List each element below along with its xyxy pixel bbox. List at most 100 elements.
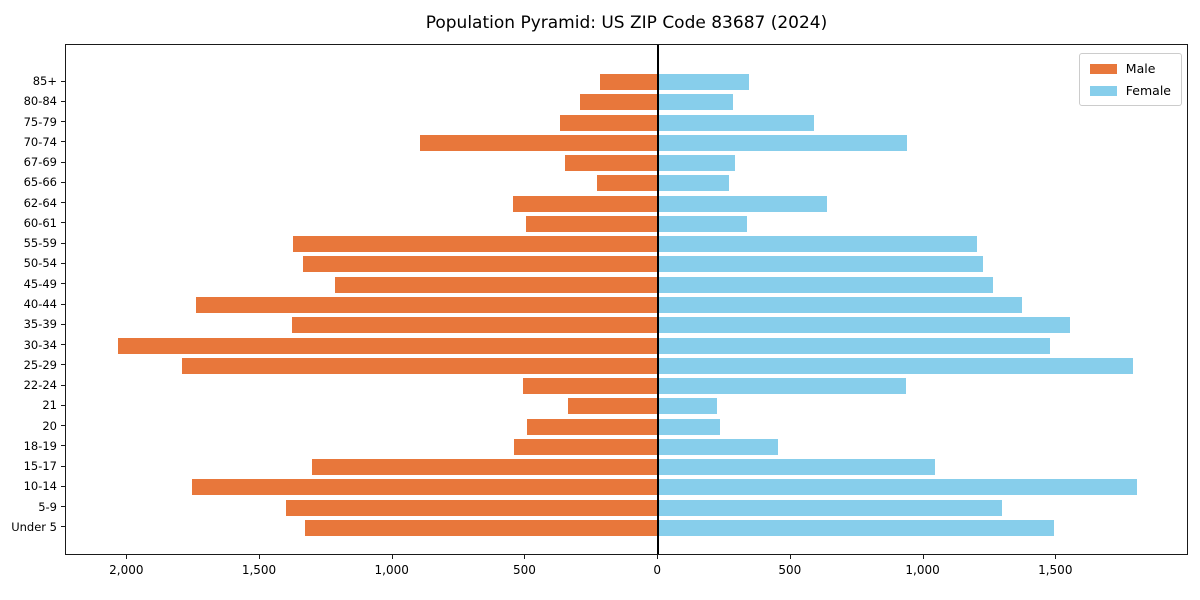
bar-female-45-49 bbox=[658, 276, 993, 293]
y-tick-25-29 bbox=[61, 364, 65, 366]
bar-male-10-14 bbox=[192, 479, 659, 496]
y-tick-60-61 bbox=[61, 222, 65, 224]
y-axis-label-45-49: 45-49 bbox=[23, 276, 57, 291]
bar-male-55-59 bbox=[292, 236, 659, 253]
y-axis-label-22-24: 22-24 bbox=[23, 378, 57, 393]
x-tick-1,500 bbox=[1055, 555, 1057, 559]
y-tick-55-59 bbox=[61, 242, 65, 244]
bar-female-85+ bbox=[658, 74, 749, 91]
x-tick-label-2,000: 2,000 bbox=[109, 563, 144, 577]
y-axis-label-67-69: 67-69 bbox=[23, 155, 57, 170]
y-axis-label-65-66: 65-66 bbox=[23, 175, 57, 190]
bar-female-80-84 bbox=[658, 94, 733, 111]
bar-male-21 bbox=[567, 398, 659, 415]
bar-male-35-39 bbox=[292, 317, 659, 334]
bar-female-50-54 bbox=[658, 256, 984, 273]
bar-female-Under 5 bbox=[658, 519, 1054, 536]
y-tick-40-44 bbox=[61, 303, 65, 305]
y-tick-50-54 bbox=[61, 262, 65, 264]
bar-male-20 bbox=[526, 418, 659, 435]
x-tick-label-0: 0 bbox=[653, 563, 661, 577]
x-tick-label-1,000: 1,000 bbox=[374, 563, 409, 577]
y-tick-5-9 bbox=[61, 506, 65, 508]
legend-item-female: Female bbox=[1089, 83, 1171, 98]
x-tick-1,000 bbox=[922, 555, 924, 559]
legend: Male Female bbox=[1078, 53, 1182, 106]
y-axis-label-80-84: 80-84 bbox=[23, 94, 57, 109]
y-tick-Under 5 bbox=[61, 526, 65, 528]
bar-male-25-29 bbox=[181, 357, 659, 374]
male-swatch-icon bbox=[1089, 63, 1117, 74]
y-tick-85+ bbox=[61, 80, 65, 82]
chart-title: Population Pyramid: US ZIP Code 83687 (2… bbox=[425, 13, 828, 33]
bar-male-50-54 bbox=[303, 256, 659, 273]
plot-area: Male Female bbox=[65, 44, 1188, 555]
y-tick-80-84 bbox=[61, 100, 65, 102]
bar-female-18-19 bbox=[658, 438, 778, 455]
y-tick-65-66 bbox=[61, 181, 65, 183]
x-tick-label-500: 500 bbox=[778, 563, 802, 577]
y-axis-label-30-34: 30-34 bbox=[23, 337, 57, 352]
x-tick-label-1,500: 1,500 bbox=[241, 563, 277, 577]
bar-female-60-61 bbox=[658, 215, 747, 232]
y-axis-label-21: 21 bbox=[42, 398, 57, 413]
y-axis-label-10-14: 10-14 bbox=[23, 479, 57, 494]
y-axis-label-5-9: 5-9 bbox=[38, 499, 57, 514]
y-axis-label-85+: 85+ bbox=[32, 74, 57, 89]
y-tick-18-19 bbox=[61, 445, 65, 447]
y-tick-70-74 bbox=[61, 141, 65, 143]
y-tick-67-69 bbox=[61, 161, 65, 163]
bar-female-22-24 bbox=[658, 378, 907, 395]
bar-male-40-44 bbox=[195, 297, 659, 313]
bar-female-5-9 bbox=[658, 499, 1002, 516]
bar-female-10-14 bbox=[658, 479, 1137, 496]
bar-female-21 bbox=[658, 398, 717, 415]
y-axis-label-55-59: 55-59 bbox=[23, 236, 57, 251]
y-axis-label-70-74: 70-74 bbox=[23, 134, 57, 149]
bar-male-5-9 bbox=[285, 499, 659, 516]
bar-male-67-69 bbox=[564, 155, 659, 172]
y-axis-label-75-79: 75-79 bbox=[23, 114, 57, 129]
bar-male-65-66 bbox=[596, 175, 659, 192]
bar-male-22-24 bbox=[523, 378, 659, 395]
bar-male-80-84 bbox=[580, 94, 659, 111]
x-tick-label-1,500: 1,500 bbox=[1038, 563, 1073, 577]
y-axis-label-35-39: 35-39 bbox=[23, 317, 57, 332]
y-tick-30-34 bbox=[61, 344, 65, 346]
bar-female-70-74 bbox=[658, 134, 907, 151]
female-swatch-icon bbox=[1089, 85, 1117, 96]
legend-female-label: Female bbox=[1125, 83, 1171, 98]
y-axis-label-60-61: 60-61 bbox=[23, 215, 57, 230]
legend-item-male: Male bbox=[1089, 61, 1171, 76]
y-axis-label-15-17: 15-17 bbox=[23, 459, 57, 474]
y-tick-75-79 bbox=[61, 121, 65, 123]
y-tick-10-14 bbox=[61, 485, 65, 487]
bar-female-20 bbox=[658, 418, 720, 435]
bar-female-55-59 bbox=[658, 236, 977, 253]
bar-male-45-49 bbox=[334, 276, 659, 293]
y-axis-label-Under 5: Under 5 bbox=[11, 519, 57, 534]
bar-female-15-17 bbox=[658, 459, 935, 476]
bar-female-75-79 bbox=[658, 114, 815, 131]
bar-male-70-74 bbox=[420, 134, 659, 151]
zero-axis-line bbox=[657, 45, 659, 554]
y-axis-label-20: 20 bbox=[42, 418, 57, 433]
y-tick-62-64 bbox=[61, 202, 65, 204]
x-tick-label-1,000: 1,000 bbox=[905, 563, 940, 577]
x-tick-1,500 bbox=[259, 555, 261, 559]
bar-male-15-17 bbox=[312, 459, 659, 476]
x-tick-500 bbox=[524, 555, 526, 559]
y-tick-35-39 bbox=[61, 323, 65, 325]
y-tick-21 bbox=[61, 404, 65, 406]
y-axis-label-50-54: 50-54 bbox=[23, 256, 57, 271]
y-tick-15-17 bbox=[61, 465, 65, 467]
bar-male-85+ bbox=[600, 74, 659, 91]
bar-male-60-61 bbox=[526, 215, 659, 232]
bar-male-75-79 bbox=[559, 114, 659, 131]
bar-female-30-34 bbox=[658, 337, 1050, 354]
bar-female-35-39 bbox=[658, 317, 1070, 334]
bar-female-25-29 bbox=[658, 357, 1133, 374]
bar-female-67-69 bbox=[658, 155, 735, 172]
x-tick-2,000 bbox=[126, 555, 128, 559]
bar-female-65-66 bbox=[658, 175, 729, 192]
